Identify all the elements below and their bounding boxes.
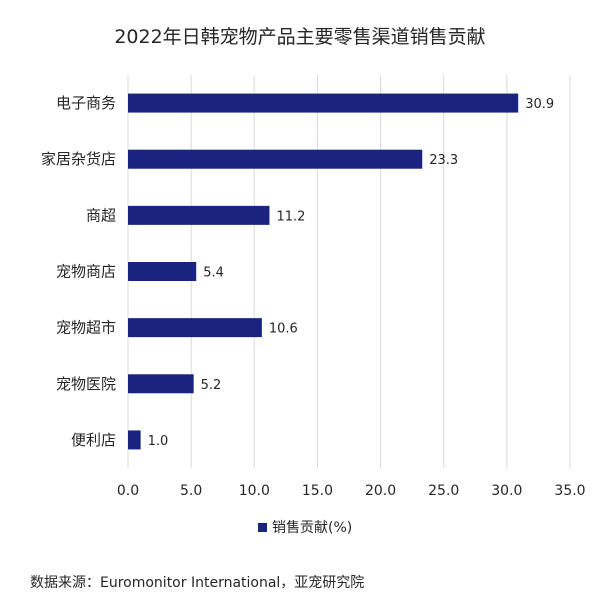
source-note: 数据来源：Euromonitor International，亚宠研究院 (30, 575, 365, 591)
data-label: 10.6 (269, 322, 298, 337)
category-label: 家居杂货店 (41, 150, 116, 168)
bar (128, 318, 262, 338)
x-tick-label: 25.0 (428, 483, 459, 499)
x-tick-label: 30.0 (491, 483, 522, 499)
bar (128, 149, 423, 169)
legend-label: 销售贡献(%) (272, 520, 352, 536)
x-tick-label: 10.0 (239, 483, 270, 499)
data-label: 23.3 (429, 153, 458, 168)
x-tick-label: 35.0 (554, 483, 585, 499)
bar (128, 262, 197, 281)
x-tick-label: 0.0 (117, 483, 139, 499)
category-label: 电子商务 (56, 94, 116, 112)
category-label: 便利店 (71, 431, 116, 449)
data-label: 11.2 (276, 209, 305, 224)
bar (128, 93, 519, 113)
data-label: 5.4 (203, 266, 224, 281)
x-tick-label: 20.0 (365, 483, 396, 499)
bar (128, 374, 194, 394)
bar (128, 430, 141, 450)
data-label: 5.2 (201, 378, 222, 393)
data-label: 1.0 (148, 434, 169, 449)
category-label: 宠物商店 (56, 263, 116, 281)
x-tick-label: 5.0 (180, 483, 202, 499)
chart-title: 2022年日韩宠物产品主要零售渠道销售贡献 (114, 26, 486, 48)
legend-swatch (258, 523, 267, 532)
x-tick-label: 15.0 (302, 483, 333, 499)
data-label: 30.9 (525, 97, 554, 112)
category-label: 宠物超市 (56, 319, 116, 337)
category-label: 商超 (86, 206, 116, 224)
category-label: 宠物医院 (56, 375, 116, 393)
bar (128, 205, 270, 225)
